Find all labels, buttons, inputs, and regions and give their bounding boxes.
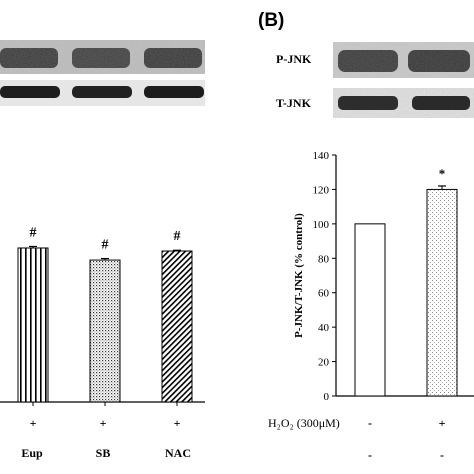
blot-right-bottom: [333, 88, 474, 118]
bar-a-nac: [161, 250, 193, 403]
blot-left-bottom: [0, 80, 205, 106]
blot-label-p-jnk: P-JNK: [276, 52, 312, 66]
ytick-label-b-60: 60: [318, 288, 330, 300]
annotation-b-1: *: [439, 166, 446, 181]
cond-right-row2-1: -: [368, 448, 372, 462]
chart-b: 0 20 40 60 80 100 120 140 P-JNK/T-JNK (% control…: [293, 150, 474, 403]
ytick-label-b-140: 140: [313, 150, 330, 162]
bar-a-eup: [17, 247, 49, 403]
bar-b-0: [354, 223, 386, 397]
cond-right-row1-2: +: [438, 416, 446, 430]
ytick-label-b-120: 120: [313, 184, 330, 196]
blot-label-t-jnk: T-JNK: [276, 96, 311, 110]
panel-label-b: (B): [258, 10, 285, 31]
chart-a: # # #: [0, 225, 205, 406]
y-axis-label-b: P-JNK/T-JNK (% control): [293, 213, 305, 338]
annotation-a-1: #: [102, 238, 109, 253]
annotation-a-2: #: [174, 229, 181, 244]
ytick-label-b-100: 100: [313, 219, 330, 231]
treatment-label: H₂O₂ (300μM): [268, 416, 340, 430]
cond-left-row1-1: +: [29, 416, 37, 430]
ytick-label-b-0: 0: [324, 391, 330, 403]
cond-left-row2-2: SB: [95, 446, 111, 460]
ytick-label-b-40: 40: [318, 322, 330, 334]
blot-left-top: [0, 40, 205, 74]
annotation-a-0: #: [30, 225, 37, 240]
cond-right-row2-2: -: [440, 448, 444, 462]
cond-left-row2-3: NAC: [165, 446, 191, 460]
cond-left-row2-1: Eup: [21, 446, 43, 460]
blot-right-top: [333, 42, 474, 78]
bar-b-1: [426, 188, 458, 397]
bar-a-sb: [89, 259, 121, 403]
cond-right-row1-1: -: [368, 416, 372, 430]
cond-left-row1-2: +: [99, 416, 107, 430]
ytick-label-b-20: 20: [318, 357, 330, 369]
cond-left-row1-3: +: [173, 416, 181, 430]
ytick-label-b-80: 80: [318, 253, 330, 265]
